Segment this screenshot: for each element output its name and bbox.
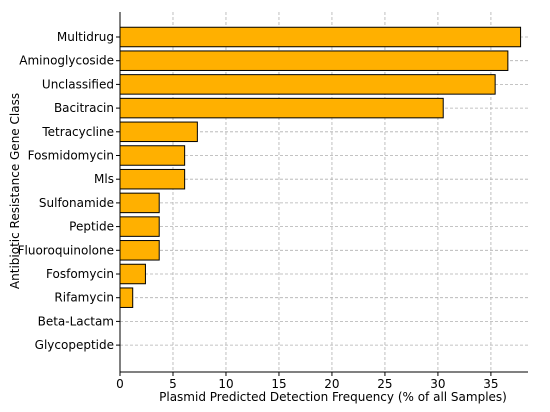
y-tick-label-peptide: Peptide: [69, 220, 114, 234]
bar-fosmidomycin: [119, 145, 186, 166]
x-tick-label-20: 20: [324, 377, 339, 391]
bar-mls: [119, 168, 186, 190]
y-tick-labels: Multidrug Aminoglycoside Unclassified Bacit…: [18, 30, 114, 352]
x-tick-label-0: 0: [116, 377, 124, 391]
y-tick-label-rifamycin: Rifamycin: [54, 291, 114, 305]
y-tick-label-beta-lactam: Beta-Lactam: [38, 314, 114, 328]
bars: [119, 26, 522, 308]
x-tick-label-35: 35: [483, 377, 498, 391]
x-tick-label-5: 5: [169, 377, 177, 391]
y-tick-label-unclassified: Unclassified: [42, 77, 114, 91]
x-tick-label-15: 15: [271, 377, 286, 391]
bar-sulfonamide: [119, 192, 160, 214]
x-tick-label-30: 30: [430, 377, 445, 391]
y-tick-label-fosmidomycin: Fosmidomycin: [28, 149, 114, 163]
y-tick-label-sulfonamide: Sulfonamide: [39, 196, 114, 210]
y-tick-label-mls: Mls: [94, 172, 114, 186]
bar-peptide: [119, 216, 160, 237]
x-axis-label: Plasmid Predicted Detection Frequency (%…: [159, 390, 507, 404]
bar-unclassified: [119, 74, 496, 95]
x-tick-label-10: 10: [218, 377, 233, 391]
y-tick-label-fosfomycin: Fosfomycin: [46, 267, 114, 281]
bar-tetracycline: [119, 121, 198, 143]
bar-fosfomycin: [119, 263, 146, 285]
axes: [116, 12, 528, 376]
bar-multidrug: [119, 26, 522, 48]
y-tick-label-bacitracin: Bacitracin: [54, 101, 114, 115]
y-tick-label-glycopeptide: Glycopeptide: [35, 338, 114, 352]
y-tick-label-fluoroquinolone: Fluoroquinolone: [18, 243, 114, 257]
y-axis-label: Antibiotic Resistance Gene Class: [8, 93, 22, 289]
bar-rifamycin: [119, 287, 134, 308]
bar-aminoglycoside: [119, 50, 509, 71]
bar-bacitracin: [119, 97, 444, 119]
y-tick-label-tetracycline: Tetracycline: [41, 125, 114, 139]
bar-fluoroquinolone: [119, 240, 160, 261]
x-tick-label-25: 25: [377, 377, 392, 391]
y-tick-label-aminoglycoside: Aminoglycoside: [19, 54, 114, 68]
x-tick-labels: 0 5 10 15 20 25 30 35: [116, 377, 498, 391]
y-tick-label-multidrug: Multidrug: [57, 30, 114, 44]
